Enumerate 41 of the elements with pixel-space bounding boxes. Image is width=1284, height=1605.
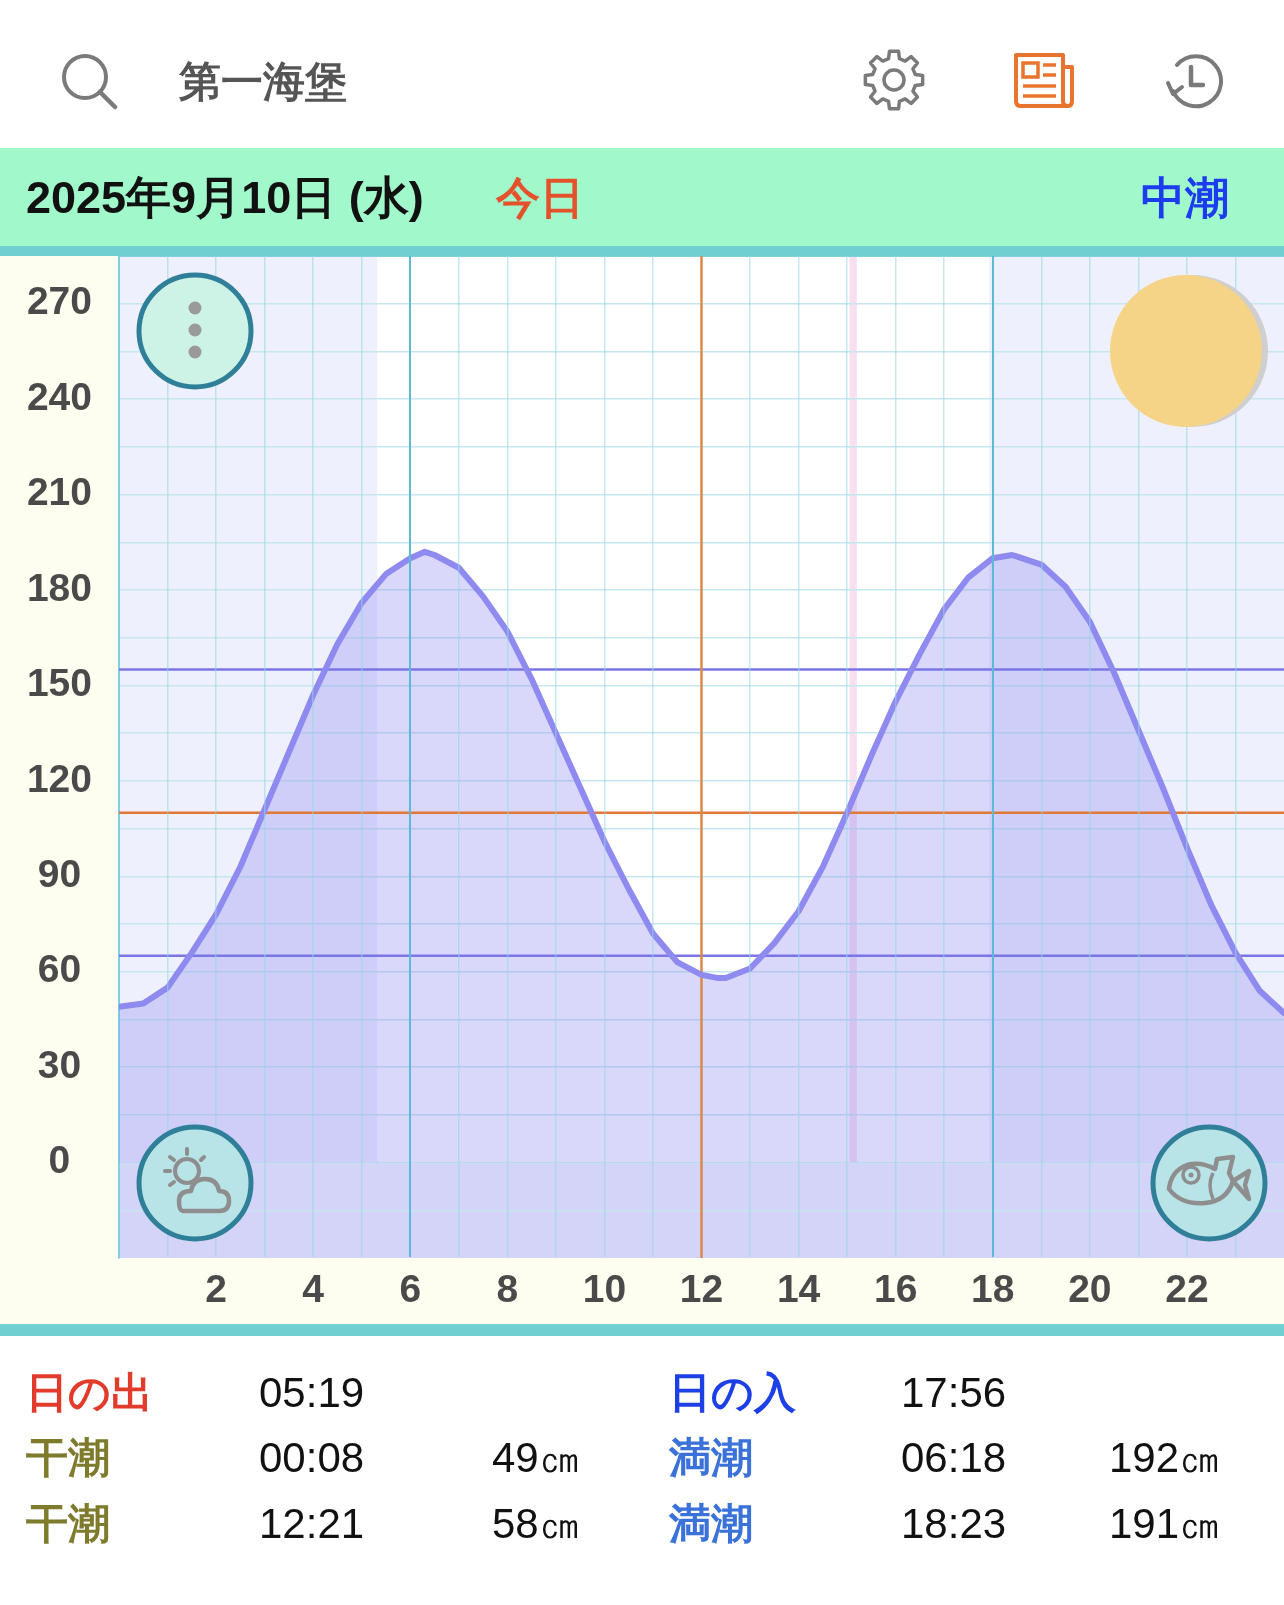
y-tick-label: 180 [26,565,92,609]
text: 18:23 [901,1499,1007,1549]
text: 49㎝ [492,1433,581,1483]
text: 満潮 [669,1499,753,1549]
x-tick-label: 22 [1165,1267,1209,1311]
x-tick-label: 4 [302,1267,325,1311]
text: 06:18 [901,1433,1007,1483]
x-tick-label: 14 [776,1267,821,1311]
text: 00:08 [259,1433,365,1483]
text: 192㎝ [1109,1433,1222,1483]
y-tick-label: 240 [26,374,92,418]
x-tick-label: 10 [582,1267,627,1311]
chart-subtitle: 2025年9月10日 (水) [26,171,424,225]
x-tick-label: 16 [873,1267,918,1311]
text: 干潮 [26,1499,110,1549]
text: 干潮 [26,1433,110,1483]
text: 12:21 [259,1499,365,1549]
y-tick-label: 210 [26,470,92,514]
y-tick-label: 150 [26,661,92,705]
y-tick-label: 30 [37,1042,82,1086]
text: 中潮 [1141,172,1229,224]
x-tick-label: 20 [1068,1267,1112,1311]
text: 17:56 [901,1368,1007,1418]
y-tick-label: 60 [37,947,82,991]
x-tick-label: 6 [399,1267,422,1311]
text: 05:19 [259,1368,365,1418]
text: 58㎝ [492,1499,581,1549]
x-tick-label: 2 [205,1267,227,1311]
x-tick-label: 8 [496,1267,519,1311]
y-tick-label: 120 [26,756,92,800]
y-tick-label: 270 [26,279,92,323]
text: 満潮 [669,1433,753,1483]
y-tick-label: 0 [48,1138,71,1182]
y-tick-label: 90 [37,852,82,896]
x-tick-label: 12 [679,1267,724,1311]
text: 日の入 [669,1368,796,1418]
x-tick-label: 18 [971,1267,1015,1311]
text: 191㎝ [1109,1499,1222,1549]
text: 今日 [496,172,584,224]
chart-title: 第一海堡 [179,57,347,107]
text: 日の出 [26,1368,153,1418]
